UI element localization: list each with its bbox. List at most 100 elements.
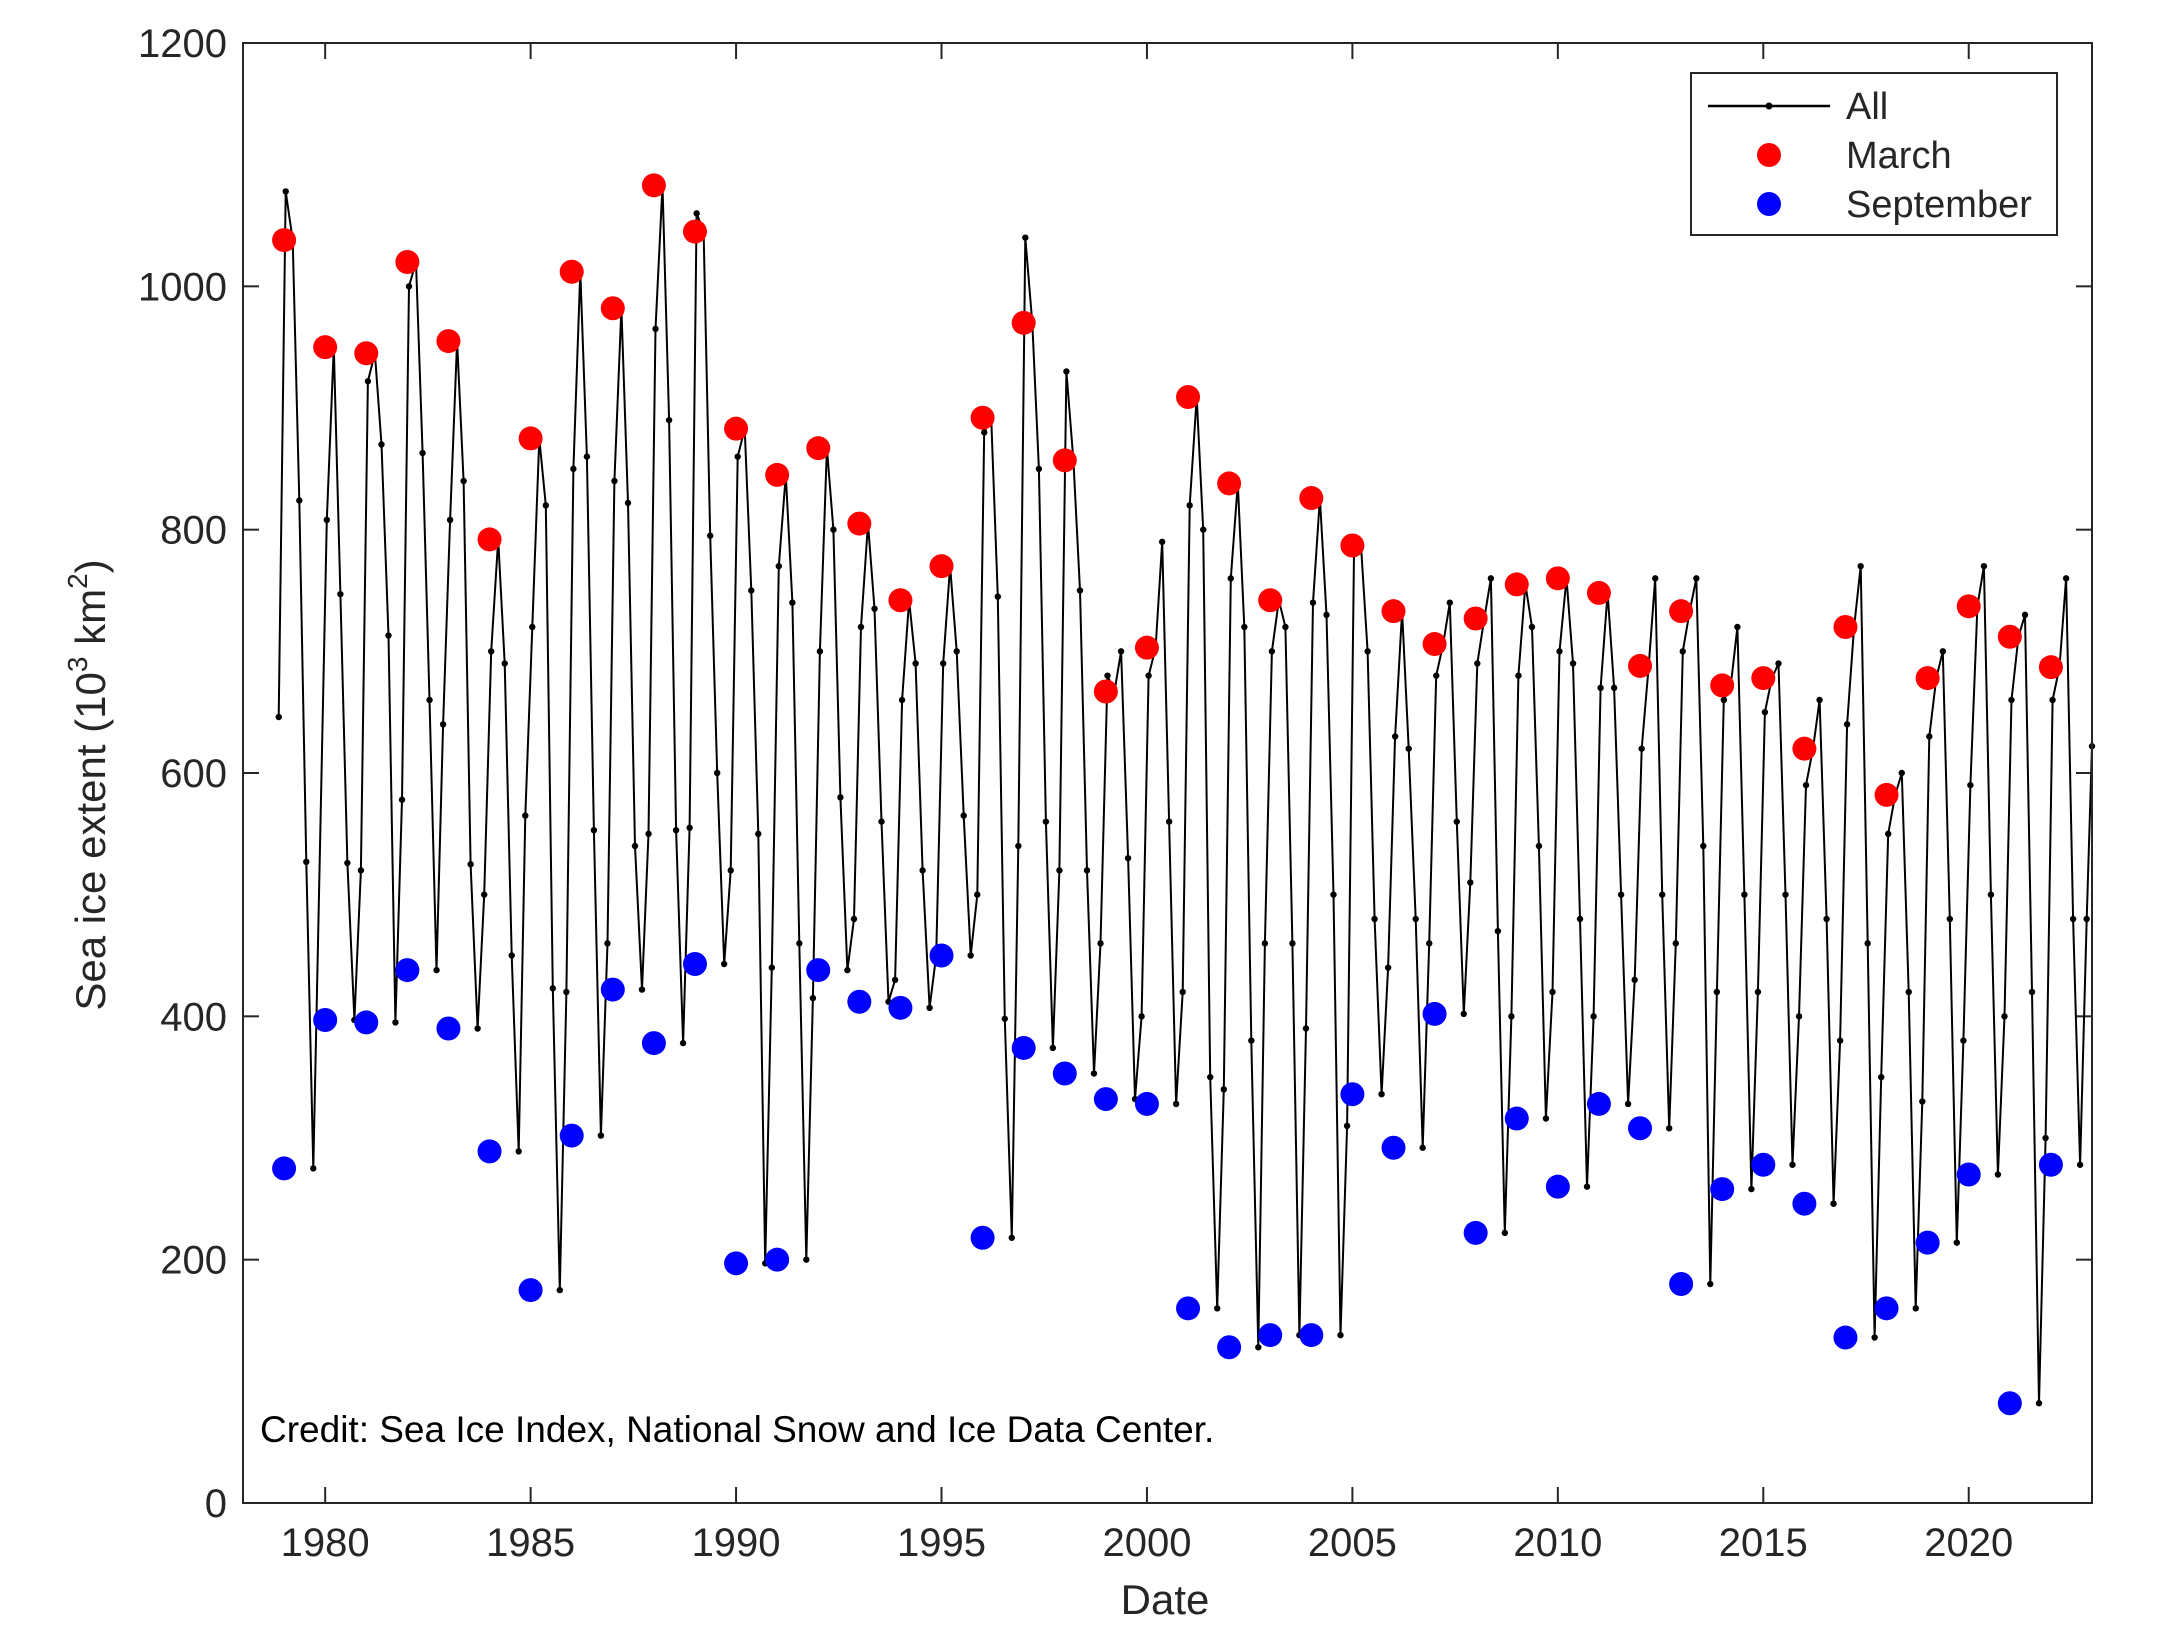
- series-all-point: [1576, 915, 1584, 923]
- september-point: [1093, 1087, 1118, 1112]
- series-all-point: [1309, 599, 1317, 606]
- series-all-point: [1076, 587, 1084, 594]
- series-all-point: [385, 632, 392, 639]
- march-point: [600, 296, 625, 321]
- series-all-point: [926, 1004, 933, 1012]
- x-tick-label: 1980: [281, 1521, 370, 1565]
- series-all-point: [1501, 1229, 1509, 1237]
- y-tick-label: 1000: [138, 265, 227, 309]
- credit-background: [243, 1385, 1393, 1485]
- series-all-point: [1138, 1013, 1145, 1020]
- march-point: [559, 259, 584, 284]
- series-all-point: [1063, 368, 1070, 375]
- series-all-point: [611, 477, 618, 485]
- series-all-point: [912, 660, 919, 667]
- y-axis-title: Sea ice extent (103 km2): [62, 559, 114, 1010]
- march-point: [1628, 653, 1653, 678]
- series-all-point: [1926, 733, 1933, 740]
- series-all-point: [727, 867, 734, 874]
- march-point: [354, 341, 379, 366]
- series-all-point: [1412, 915, 1419, 923]
- series-all-point: [1248, 1037, 1255, 1044]
- legend-september-label: September: [1846, 184, 2032, 226]
- series-all-point: [981, 429, 988, 436]
- series-all-point: [439, 721, 447, 728]
- legend-march-marker: [1757, 143, 1781, 167]
- series-all-point: [1836, 1037, 1844, 1044]
- series-all-point: [720, 960, 728, 968]
- series-all-point: [1679, 648, 1686, 655]
- svg-text:Sea ice extent (103 km2): Sea ice extent (103 km2): [62, 559, 114, 1010]
- march-point: [1258, 588, 1283, 613]
- series-all-point: [549, 985, 557, 992]
- series-all-point: [1795, 1013, 1803, 1020]
- series-all-point: [1515, 672, 1522, 679]
- march-point: [1299, 486, 1324, 511]
- march-point: [518, 426, 543, 451]
- march-point: [477, 527, 502, 552]
- series-all-point: [1871, 1334, 1878, 1341]
- september-point: [1710, 1177, 1735, 1202]
- march-point: [765, 462, 790, 487]
- y-tick-label: 600: [160, 752, 227, 796]
- series-all-point: [1953, 1239, 1961, 1246]
- september-point: [1134, 1091, 1159, 1116]
- series-all-point: [1919, 1098, 1926, 1105]
- september-point: [559, 1123, 584, 1148]
- series-all-point: [344, 859, 351, 867]
- series-all-point: [487, 648, 495, 655]
- series-all-point: [1056, 867, 1063, 874]
- series-all-point: [1898, 769, 1905, 777]
- september-point: [1545, 1174, 1570, 1199]
- series-all-point: [1864, 940, 1871, 947]
- series-all-point: [624, 499, 632, 507]
- september-point: [1340, 1082, 1365, 1107]
- series-all-point: [398, 796, 406, 803]
- series-all-point: [768, 964, 776, 971]
- march-point: [724, 416, 749, 441]
- march-point: [1669, 599, 1694, 624]
- september-point: [1751, 1152, 1776, 1177]
- series-all-point: [1124, 854, 1132, 862]
- march-point: [1751, 666, 1776, 691]
- series-all-point: [467, 861, 474, 868]
- series-all-point: [1802, 781, 1810, 789]
- series-all-point: [953, 648, 960, 655]
- series-all-point: [1042, 818, 1050, 825]
- september-point: [1176, 1296, 1201, 1321]
- series-all-point: [1987, 891, 1995, 898]
- series-all-point: [1104, 672, 1111, 679]
- march-point: [1792, 736, 1817, 761]
- series-all-point: [303, 858, 310, 866]
- series-all-point: [1939, 648, 1947, 655]
- september-point: [600, 977, 625, 1002]
- series-all-point: [1241, 623, 1248, 631]
- series-all-point: [1700, 842, 1707, 850]
- march-point: [847, 511, 872, 536]
- series-all-point: [1528, 623, 1536, 631]
- series-all-point: [570, 465, 577, 473]
- march-point: [1422, 632, 1447, 657]
- september-point: [1217, 1335, 1242, 1360]
- series-all-point: [474, 1025, 481, 1032]
- september-point: [1011, 1035, 1036, 1060]
- march-point: [1134, 635, 1159, 660]
- march-point: [1997, 624, 2022, 649]
- series-all-point: [748, 587, 755, 594]
- series-all-point: [1343, 1122, 1351, 1130]
- series-all-point: [378, 441, 385, 448]
- series-all-point: [1371, 915, 1378, 923]
- september-point: [1997, 1391, 2022, 1416]
- september-point: [1504, 1106, 1529, 1131]
- series-all-point: [1179, 988, 1186, 996]
- legend-all-marker: [1765, 102, 1773, 110]
- series-all-point: [1583, 1183, 1591, 1190]
- september-point: [1299, 1323, 1324, 1348]
- march-point: [436, 329, 461, 354]
- series-all-point: [2069, 915, 2077, 923]
- series-all-point: [706, 532, 714, 539]
- x-tick-label: 2020: [1924, 1521, 2013, 1565]
- september-point: [806, 958, 831, 983]
- series-all-point: [2042, 1134, 2049, 1142]
- legend-march-label: March: [1846, 135, 1952, 177]
